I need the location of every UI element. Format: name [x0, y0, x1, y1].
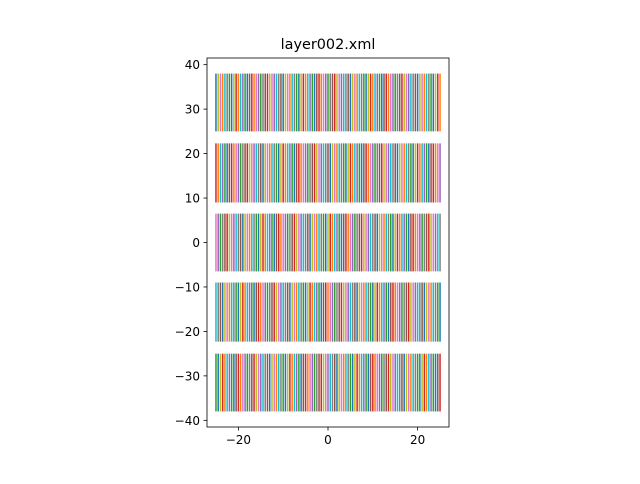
y-tick-label: −10	[175, 280, 200, 294]
x-axis: −20 0 20	[226, 427, 425, 447]
plot-area	[215, 73, 441, 412]
band-3	[215, 213, 441, 272]
band-4	[215, 282, 441, 342]
x-tick-label: 0	[324, 433, 332, 447]
x-tick-label: −20	[226, 433, 251, 447]
y-tick-label: −20	[175, 325, 200, 339]
y-tick-label: 40	[185, 58, 200, 72]
y-tick-label: −30	[175, 369, 200, 383]
y-tick-label: 20	[185, 147, 200, 161]
band-2	[215, 143, 441, 203]
y-tick-label: −40	[175, 414, 200, 428]
y-tick-label: 30	[185, 103, 200, 117]
band-5	[215, 353, 441, 412]
y-axis: −40 −30 −20 −10 0 10 20 30 40	[175, 58, 207, 428]
y-tick-label: 0	[192, 236, 200, 250]
y-tick-label: 10	[185, 192, 200, 206]
x-tick-label: 20	[410, 433, 425, 447]
band-1	[215, 73, 441, 132]
chart-title: layer002.xml	[281, 37, 376, 53]
